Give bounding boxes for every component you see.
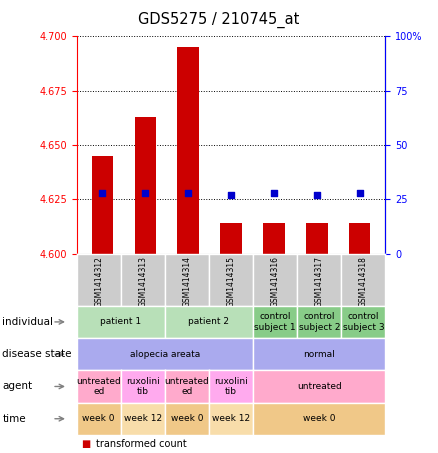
Text: ■: ■ <box>81 439 90 449</box>
Text: disease state: disease state <box>2 349 72 359</box>
Point <box>270 189 277 197</box>
Bar <box>134 117 156 254</box>
Text: GDS5275 / 210745_at: GDS5275 / 210745_at <box>138 11 300 28</box>
Point <box>356 189 363 197</box>
Text: GSM1414312: GSM1414312 <box>94 256 103 307</box>
Text: ruxolini
tib: ruxolini tib <box>214 377 248 396</box>
Text: week 12: week 12 <box>212 414 250 423</box>
Bar <box>220 223 242 254</box>
Text: untreated
ed: untreated ed <box>76 377 121 396</box>
Text: normal: normal <box>304 350 335 359</box>
Text: untreated: untreated <box>297 382 342 391</box>
Bar <box>263 223 285 254</box>
Text: GSM1414317: GSM1414317 <box>315 256 324 307</box>
Text: ruxolini
tib: ruxolini tib <box>126 377 160 396</box>
Text: control
subject 2: control subject 2 <box>299 312 340 332</box>
Point <box>99 189 106 197</box>
Text: GSM1414316: GSM1414316 <box>271 256 279 307</box>
Text: GSM1414315: GSM1414315 <box>226 256 236 307</box>
Text: GSM1414318: GSM1414318 <box>359 256 368 307</box>
Text: week 0: week 0 <box>303 414 336 423</box>
Text: control
subject 3: control subject 3 <box>343 312 384 332</box>
Text: untreated
ed: untreated ed <box>165 377 209 396</box>
Text: week 12: week 12 <box>124 414 162 423</box>
Bar <box>306 223 328 254</box>
Text: patient 1: patient 1 <box>100 318 141 327</box>
Text: control
subject 1: control subject 1 <box>254 312 296 332</box>
Text: GSM1414313: GSM1414313 <box>138 256 147 307</box>
Point <box>228 191 235 198</box>
Bar <box>92 156 113 254</box>
Text: week 0: week 0 <box>171 414 203 423</box>
Text: time: time <box>2 414 26 424</box>
Text: individual: individual <box>2 317 53 327</box>
Text: transformed count: transformed count <box>96 439 187 449</box>
Text: agent: agent <box>2 381 32 391</box>
Text: patient 2: patient 2 <box>188 318 230 327</box>
Bar <box>349 223 371 254</box>
Text: week 0: week 0 <box>82 414 115 423</box>
Point <box>313 191 320 198</box>
Point <box>185 189 192 197</box>
Text: alopecia areata: alopecia areata <box>130 350 200 359</box>
Text: GSM1414314: GSM1414314 <box>183 256 191 307</box>
Point <box>142 189 149 197</box>
Bar <box>177 47 199 254</box>
